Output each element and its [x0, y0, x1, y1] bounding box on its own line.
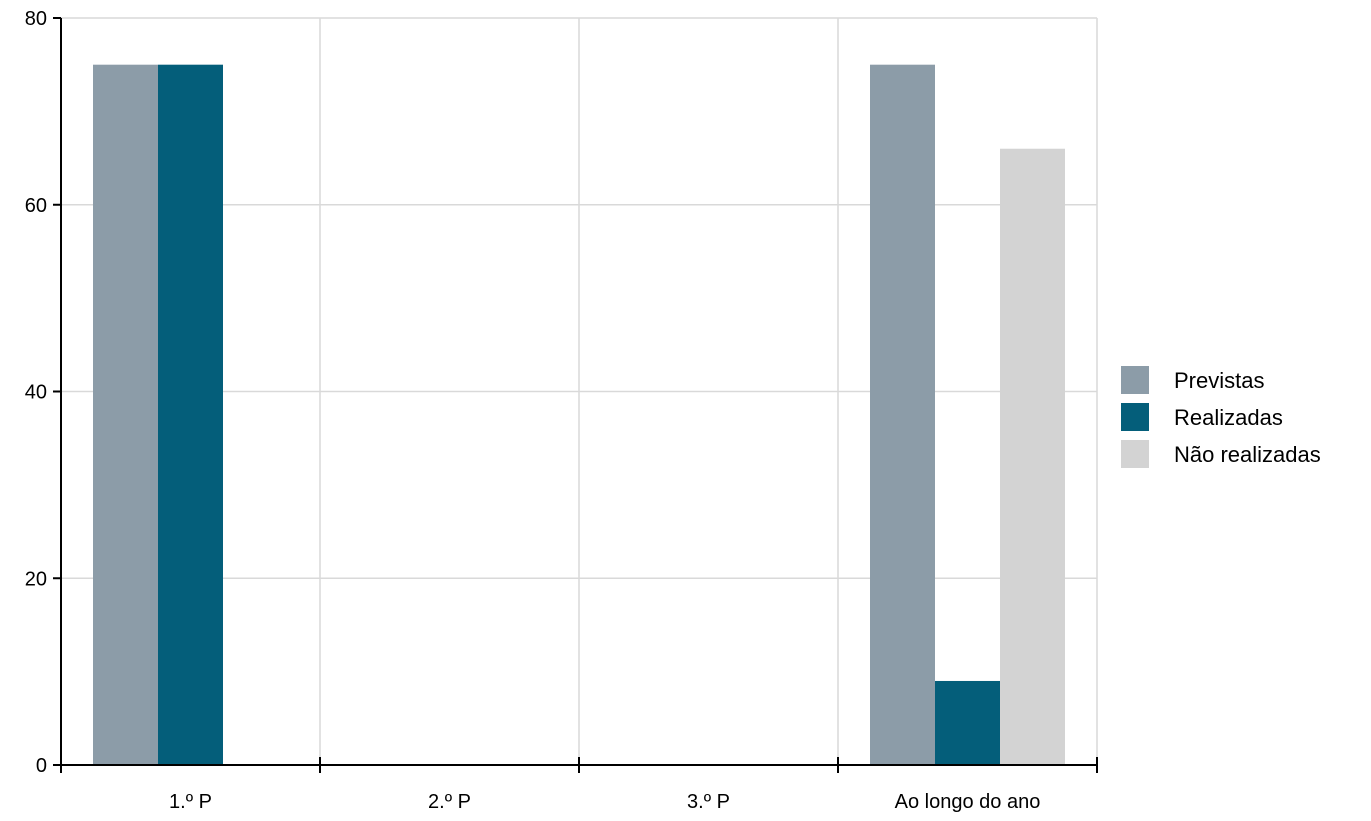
x-tick-label: 2.º P	[428, 791, 471, 813]
legend-swatch-não-realizadas	[1121, 440, 1149, 468]
legend-swatch-previstas	[1121, 366, 1149, 394]
x-tick-label: 3.º P	[687, 791, 730, 813]
legend-swatch-realizadas	[1121, 403, 1149, 431]
x-tick-label: Ao longo do ano	[895, 791, 1041, 813]
legend-label-previstas: Previstas	[1174, 368, 1264, 393]
axes	[53, 17, 1098, 773]
bar-realizadas-3	[935, 680, 1000, 765]
y-tick-label: 0	[36, 755, 47, 777]
x-tick-label: 1.º P	[169, 791, 212, 813]
y-tick-label: 60	[25, 195, 47, 217]
bar-previstas-3	[870, 64, 935, 765]
bar-realizadas-0	[158, 64, 223, 765]
y-tick-label: 40	[25, 382, 47, 404]
bar-previstas-0	[93, 64, 158, 765]
grid-lines	[61, 17, 1098, 766]
bars	[93, 64, 1065, 766]
legend-label-realizadas: Realizadas	[1174, 405, 1283, 430]
legend: Previstas Realizadas Não realizadas	[1121, 366, 1321, 468]
bar-não-realizadas-3	[1000, 148, 1065, 766]
y-tick-label: 20	[25, 568, 47, 590]
y-tick-label: 80	[25, 8, 47, 30]
tick-labels: 0 20 40 60 80 1.º P 2.º P 3.º P Ao longo do ano	[25, 8, 1041, 813]
legend-label-não-realizadas: Não realizadas	[1174, 442, 1321, 467]
